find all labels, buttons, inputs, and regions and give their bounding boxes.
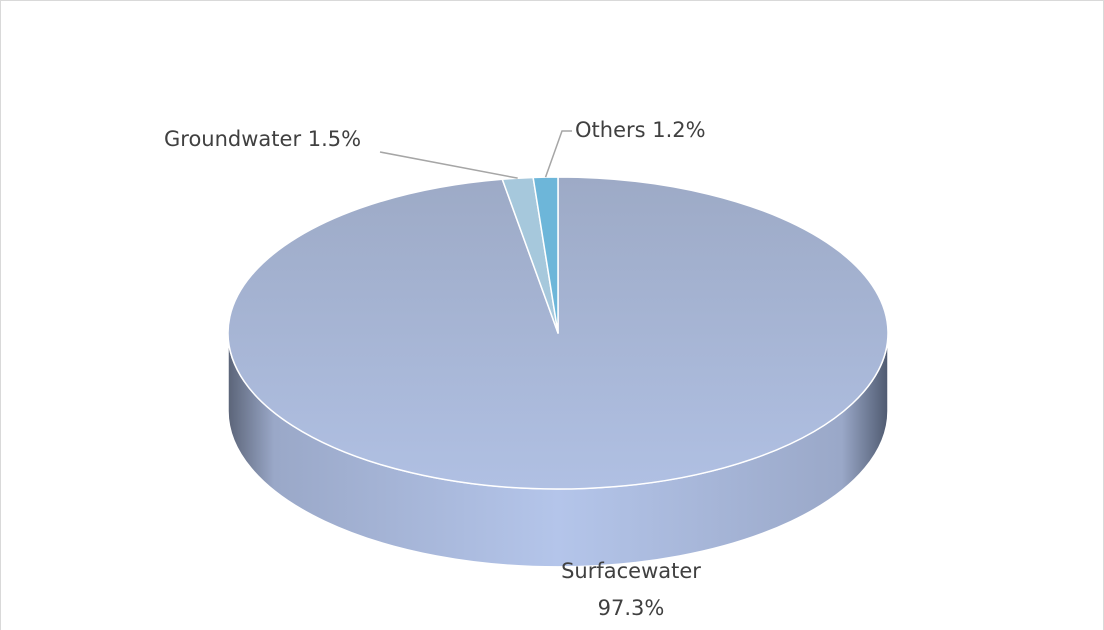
data-label-groundwater: Groundwater 1.5% [164,127,361,151]
leader-line-others [544,130,572,178]
data-label-surfacewater-value: 97.3% [598,596,665,620]
data-label-surfacewater-name: Surfacewater [561,559,701,583]
data-label-others: Others 1.2% [575,118,706,142]
leader-line-groundwater [379,151,518,179]
